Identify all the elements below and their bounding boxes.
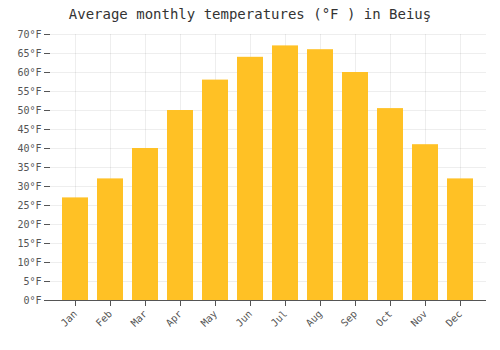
- svg-text:Jan: Jan: [59, 308, 80, 329]
- svg-text:Nov: Nov: [409, 308, 430, 329]
- svg-text:Apr: Apr: [164, 308, 185, 329]
- svg-text:20°F: 20°F: [17, 219, 41, 230]
- svg-text:10°F: 10°F: [17, 257, 41, 268]
- svg-text:Oct: Oct: [374, 308, 395, 329]
- svg-text:Jul: Jul: [269, 308, 290, 329]
- svg-text:50°F: 50°F: [17, 105, 41, 116]
- svg-text:5°F: 5°F: [23, 276, 41, 287]
- svg-text:65°F: 65°F: [17, 48, 41, 59]
- svg-text:May: May: [199, 308, 220, 329]
- svg-text:Aug: Aug: [304, 308, 325, 329]
- svg-text:Dec: Dec: [444, 308, 465, 329]
- svg-text:70°F: 70°F: [17, 29, 41, 40]
- svg-text:55°F: 55°F: [17, 86, 41, 97]
- svg-text:0°F: 0°F: [23, 295, 41, 306]
- html-text:Average monthly temperatures (: Average monthly temperatures (°F ) in Be…: [68, 6, 432, 22]
- svg-text:Mar: Mar: [129, 308, 150, 329]
- svg-text:35°F: 35°F: [17, 162, 41, 173]
- svg-text:25°F: 25°F: [17, 200, 41, 211]
- svg-text:45°F: 45°F: [17, 124, 41, 135]
- svg-text:15°F: 15°F: [17, 238, 41, 249]
- svg-text:Jun: Jun: [234, 308, 255, 329]
- svg-text:60°F: 60°F: [17, 67, 41, 78]
- svg-text:Sep: Sep: [339, 308, 360, 329]
- svg-text:Feb: Feb: [94, 308, 115, 329]
- svg-text:40°F: 40°F: [17, 143, 41, 154]
- svg-text:30°F: 30°F: [17, 181, 41, 192]
